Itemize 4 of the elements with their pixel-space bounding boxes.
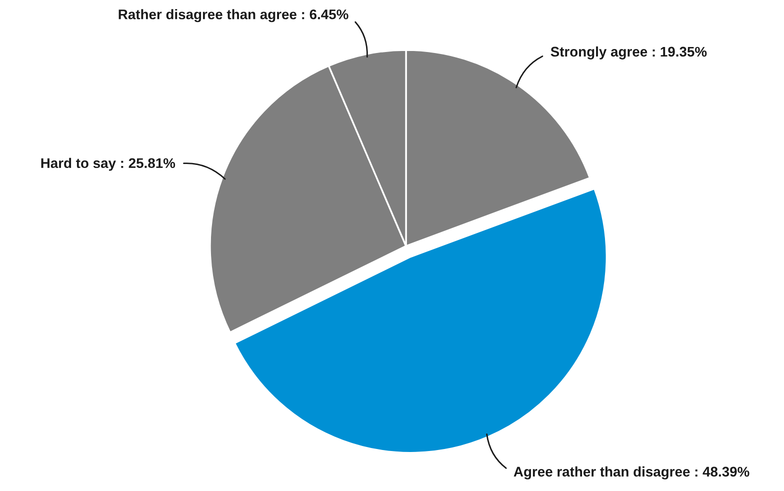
slice-label: Agree rather than disagree : 48.39% [514,466,750,480]
slice-label: Hard to say : 25.81% [41,158,176,171]
slice-label: Strongly agree : 19.35% [550,46,707,60]
slice-label: Rather disagree than agree : 6.45% [118,9,348,22]
